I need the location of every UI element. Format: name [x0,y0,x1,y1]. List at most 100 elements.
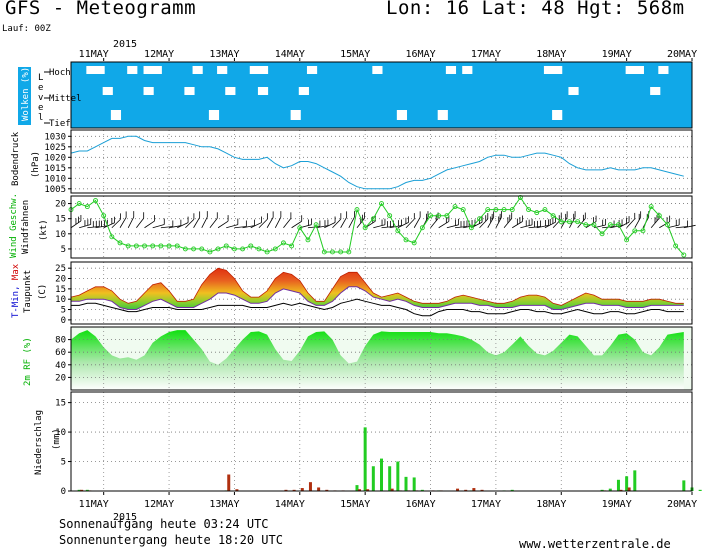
wind-barb [209,218,218,229]
cloud-level-letter: e [38,103,43,113]
pressure-ytick-label: 1030 [44,132,66,142]
rain-conv-bar [619,489,623,491]
day-label-bottom: 14MAY [275,499,305,510]
cloud-gap-hoch [633,66,644,74]
day-label-bottom: 18MAY [536,499,566,510]
wind-barb [634,217,642,228]
wind-point [583,222,589,228]
temperature-ytick-label: 10 [55,295,66,305]
wind-barb [316,225,329,229]
wind-point [305,237,311,243]
wind-barb [226,224,238,229]
wind-point [460,207,466,213]
rain-bar [698,489,702,491]
cloud-ylabel: Wolken (%) [21,67,31,121]
sunset-text: Sonnenuntergang heute 18:20 UTC [59,533,283,547]
wind-barb [650,218,660,229]
cloud-level-letter: l [38,113,43,123]
chart-title: GFS - Meteogramm [5,0,197,19]
wind-point [142,243,147,249]
wind-point [117,240,123,246]
cloud-level-label: Mittel [49,94,82,104]
rh-ytick-label: 60 [55,348,66,358]
cloud-gap-hoch [658,66,669,74]
rain-bar [608,488,612,491]
wind-barb [291,220,302,229]
day-label-bottom: 12MAY [144,499,174,510]
cloud-gap-hoch [552,66,563,74]
rain-conv-bar [627,487,631,491]
wind-ytick-label: 15 [55,215,66,225]
cloud-level-letter: e [38,83,43,93]
day-label-top: 19MAY [602,49,632,60]
lat-value: 48 [541,0,566,19]
cloud-level-letter: v [38,93,43,103]
wind-point [370,216,376,222]
wind-point [199,246,205,252]
wind-point [158,243,164,249]
cloud-gap-tief [110,110,122,120]
day-label-bottom: 15MAY [340,499,370,510]
rain-bar [404,476,408,491]
wind-point [591,222,597,228]
cloud-gap-hoch [86,66,97,74]
temperature-band [71,268,684,310]
wind-barb [152,224,165,229]
cloud-gap-mittel [650,87,661,95]
wind-barb [234,226,247,229]
rain-bar [388,466,392,491]
day-label-bottom: 11MAY [79,499,109,510]
wind-barb [79,224,91,229]
clouds-frame-top [70,61,693,129]
rain-conv-bar [480,489,484,491]
rain-bar [616,479,620,491]
wind-barb [111,219,121,229]
wind-barb [136,217,144,228]
rain-ytick-label: 15 [55,399,66,409]
rain-conv-bar [308,482,312,491]
wind-barb [70,220,82,229]
rh-ytick-label: 20 [55,373,66,383]
pressure-ytick-label: 1015 [44,164,66,174]
wind-barb [127,216,135,228]
wind-point [616,222,621,228]
temperature-ylabel: T-Min, Max [11,263,21,318]
wind-barb [683,224,696,229]
wind-point [599,231,605,237]
wind-point [76,201,82,207]
wind-barb [373,224,386,229]
pressure-ytick-label: 1020 [44,153,66,163]
wind-barb [160,226,173,229]
wind-barb [536,225,549,229]
pressure-series [70,135,684,190]
day-label-top: 16MAY [406,49,436,60]
wind-point [566,219,572,225]
rain-bar [412,477,416,491]
rain-conv-bar [357,489,361,491]
wind-point [607,222,613,228]
wind-barb [185,219,195,229]
day-label-top: 20MAY [667,49,697,60]
pressure-ytick-label: 1025 [44,143,66,153]
rain-conv-bar [325,489,329,491]
cloud-gap-tief [396,110,408,120]
rain-ytick-label: 10 [55,428,66,438]
rain-conv-bar [227,474,231,491]
rh-area [71,330,684,390]
cloud-gap-hoch [462,66,473,74]
cloud-gap-hoch [217,66,228,74]
rain-bar [600,489,604,491]
wind-point [125,243,131,249]
location-info: Lon: 16 Lat: 48 Hgt: 568m [386,0,685,19]
dewpoint-ylabel: Taupunkt [23,270,33,313]
wind-point [632,228,638,234]
wind-barb [266,217,274,228]
wind-point [256,246,262,252]
cloud-level-label: Hoch [49,68,71,78]
wind-barb [397,222,409,229]
day-label-top: 13MAY [209,49,239,60]
wind-point [101,213,107,219]
wind-barb [544,221,556,229]
wind-barb [430,218,439,229]
rh-ylabel: 2m RF (%) [23,337,33,386]
